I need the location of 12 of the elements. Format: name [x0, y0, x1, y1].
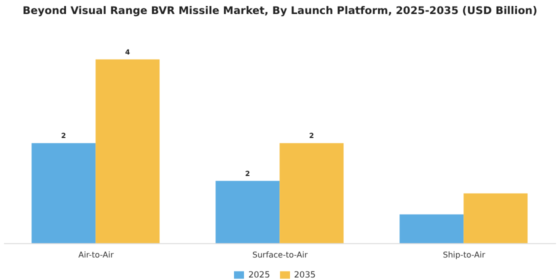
bar: [400, 214, 464, 244]
bar: [32, 143, 96, 244]
x-tick-label: Ship-to-Air: [442, 250, 486, 260]
x-tick-label: Surface-to-Air: [252, 250, 308, 260]
x-tick-label: Air-to-Air: [78, 250, 114, 260]
bar: [280, 143, 344, 244]
bar: [96, 59, 160, 244]
legend-label: 2025: [248, 270, 270, 280]
legend-label: 2035: [294, 270, 316, 280]
bar: [216, 180, 280, 244]
bar: [464, 193, 528, 244]
chart-title: Beyond Visual Range BVR Missile Market, By Launch Platform, 2025-2035 (USD Billion): [22, 4, 538, 19]
